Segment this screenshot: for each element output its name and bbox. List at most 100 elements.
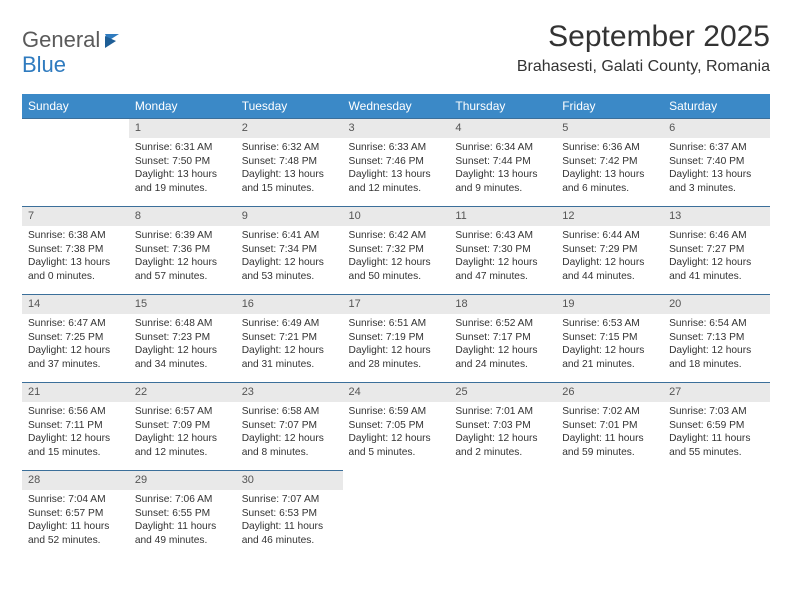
day-number: 3 <box>343 118 450 138</box>
location: Brahasesti, Galati County, Romania <box>517 58 770 76</box>
day-details: Sunrise: 6:54 AMSunset: 7:13 PMDaylight:… <box>663 314 770 376</box>
title-block: September 2025 Brahasesti, Galati County… <box>517 20 770 76</box>
calendar-day-cell: 30Sunrise: 7:07 AMSunset: 6:53 PMDayligh… <box>236 470 343 558</box>
sunrise-text: Sunrise: 6:44 AM <box>562 229 657 243</box>
day-number: 10 <box>343 206 450 226</box>
day-details: Sunrise: 6:33 AMSunset: 7:46 PMDaylight:… <box>343 138 450 200</box>
day-number: 1 <box>129 118 236 138</box>
sunset-text: Sunset: 7:19 PM <box>349 331 444 345</box>
daylight-text: Daylight: 12 hours and 21 minutes. <box>562 344 657 372</box>
daylight-text: Daylight: 13 hours and 15 minutes. <box>242 168 337 196</box>
sunset-text: Sunset: 7:30 PM <box>455 243 550 257</box>
flag-icon <box>102 30 126 53</box>
day-number: 17 <box>343 294 450 314</box>
day-number: 16 <box>236 294 343 314</box>
sunrise-text: Sunrise: 6:59 AM <box>349 405 444 419</box>
sunrise-text: Sunrise: 7:01 AM <box>455 405 550 419</box>
day-details: Sunrise: 6:51 AMSunset: 7:19 PMDaylight:… <box>343 314 450 376</box>
weekday-header-row: Sunday Monday Tuesday Wednesday Thursday… <box>22 94 770 118</box>
weekday-header: Thursday <box>449 94 556 118</box>
calendar-day-cell: 9Sunrise: 6:41 AMSunset: 7:34 PMDaylight… <box>236 206 343 294</box>
sunset-text: Sunset: 7:46 PM <box>349 155 444 169</box>
sunset-text: Sunset: 7:07 PM <box>242 419 337 433</box>
sunset-text: Sunset: 6:53 PM <box>242 507 337 521</box>
day-details: Sunrise: 6:34 AMSunset: 7:44 PMDaylight:… <box>449 138 556 200</box>
calendar-day-cell <box>556 470 663 558</box>
day-details: Sunrise: 6:49 AMSunset: 7:21 PMDaylight:… <box>236 314 343 376</box>
calendar-day-cell: 18Sunrise: 6:52 AMSunset: 7:17 PMDayligh… <box>449 294 556 382</box>
sunset-text: Sunset: 7:42 PM <box>562 155 657 169</box>
weekday-header: Wednesday <box>343 94 450 118</box>
sunset-text: Sunset: 7:29 PM <box>562 243 657 257</box>
daylight-text: Daylight: 12 hours and 37 minutes. <box>28 344 123 372</box>
sunrise-text: Sunrise: 6:53 AM <box>562 317 657 331</box>
day-details: Sunrise: 7:07 AMSunset: 6:53 PMDaylight:… <box>236 490 343 552</box>
calendar-day-cell: 16Sunrise: 6:49 AMSunset: 7:21 PMDayligh… <box>236 294 343 382</box>
day-details: Sunrise: 6:31 AMSunset: 7:50 PMDaylight:… <box>129 138 236 200</box>
calendar-day-cell: 21Sunrise: 6:56 AMSunset: 7:11 PMDayligh… <box>22 382 129 470</box>
day-details: Sunrise: 7:04 AMSunset: 6:57 PMDaylight:… <box>22 490 129 552</box>
day-details: Sunrise: 7:01 AMSunset: 7:03 PMDaylight:… <box>449 402 556 464</box>
day-number: 9 <box>236 206 343 226</box>
day-details: Sunrise: 6:46 AMSunset: 7:27 PMDaylight:… <box>663 226 770 288</box>
daylight-text: Daylight: 12 hours and 34 minutes. <box>135 344 230 372</box>
sunrise-text: Sunrise: 7:07 AM <box>242 493 337 507</box>
sunrise-text: Sunrise: 6:57 AM <box>135 405 230 419</box>
calendar-day-cell: 29Sunrise: 7:06 AMSunset: 6:55 PMDayligh… <box>129 470 236 558</box>
calendar-day-cell: 11Sunrise: 6:43 AMSunset: 7:30 PMDayligh… <box>449 206 556 294</box>
day-number: 27 <box>663 382 770 402</box>
day-details: Sunrise: 6:57 AMSunset: 7:09 PMDaylight:… <box>129 402 236 464</box>
sunrise-text: Sunrise: 6:39 AM <box>135 229 230 243</box>
calendar-week-row: 7Sunrise: 6:38 AMSunset: 7:38 PMDaylight… <box>22 206 770 294</box>
sunrise-text: Sunrise: 6:42 AM <box>349 229 444 243</box>
calendar-day-cell: 12 Sunrise: 6:44 AMSunset: 7:29 PMDayligh… <box>556 206 663 294</box>
calendar-day-cell <box>343 470 450 558</box>
sunset-text: Sunset: 7:17 PM <box>455 331 550 345</box>
daylight-text: Daylight: 11 hours and 52 minutes. <box>28 520 123 548</box>
day-details: Sunrise: 7:02 AMSunset: 7:01 PMDaylight:… <box>556 402 663 464</box>
day-number: 21 <box>22 382 129 402</box>
sunset-text: Sunset: 7:09 PM <box>135 419 230 433</box>
daylight-text: Daylight: 13 hours and 6 minutes. <box>562 168 657 196</box>
day-details: Sunrise: 6:39 AMSunset: 7:36 PMDaylight:… <box>129 226 236 288</box>
sunset-text: Sunset: 6:57 PM <box>28 507 123 521</box>
sunrise-text: Sunrise: 6:47 AM <box>28 317 123 331</box>
daylight-text: Daylight: 12 hours and 2 minutes. <box>455 432 550 460</box>
sunrise-text: Sunrise: 7:06 AM <box>135 493 230 507</box>
day-number: 23 <box>236 382 343 402</box>
day-number: 20 <box>663 294 770 314</box>
sunset-text: Sunset: 6:59 PM <box>669 419 764 433</box>
day-details: Sunrise: 6:37 AMSunset: 7:40 PMDaylight:… <box>663 138 770 200</box>
weekday-header: Monday <box>129 94 236 118</box>
day-number: 15 <box>129 294 236 314</box>
sunrise-text: Sunrise: 6:41 AM <box>242 229 337 243</box>
sunset-text: Sunset: 7:36 PM <box>135 243 230 257</box>
sunrise-text: Sunrise: 6:49 AM <box>242 317 337 331</box>
sunrise-text: Sunrise: 6:46 AM <box>669 229 764 243</box>
day-number: 12 <box>556 206 663 226</box>
sunrise-text: Sunrise: 6:52 AM <box>455 317 550 331</box>
sunrise-text: Sunrise: 6:48 AM <box>135 317 230 331</box>
sunrise-text: Sunrise: 6:51 AM <box>349 317 444 331</box>
calendar-table: Sunday Monday Tuesday Wednesday Thursday… <box>22 94 770 558</box>
calendar-week-row: 1Sunrise: 6:31 AMSunset: 7:50 PMDaylight… <box>22 118 770 206</box>
daylight-text: Daylight: 12 hours and 41 minutes. <box>669 256 764 284</box>
day-details: Sunrise: 6:41 AMSunset: 7:34 PMDaylight:… <box>236 226 343 288</box>
sunset-text: Sunset: 7:27 PM <box>669 243 764 257</box>
day-details: Sunrise: 6:38 AMSunset: 7:38 PMDaylight:… <box>22 226 129 288</box>
daylight-text: Daylight: 13 hours and 19 minutes. <box>135 168 230 196</box>
day-details: Sunrise: 6:43 AMSunset: 7:30 PMDaylight:… <box>449 226 556 288</box>
logo-text-general: General <box>22 27 100 52</box>
calendar-day-cell: 28Sunrise: 7:04 AMSunset: 6:57 PMDayligh… <box>22 470 129 558</box>
daylight-text: Daylight: 12 hours and 44 minutes. <box>562 256 657 284</box>
day-number: 30 <box>236 470 343 490</box>
sunrise-text: Sunrise: 7:03 AM <box>669 405 764 419</box>
daylight-text: Daylight: 12 hours and 50 minutes. <box>349 256 444 284</box>
empty-day <box>22 118 129 136</box>
daylight-text: Daylight: 12 hours and 28 minutes. <box>349 344 444 372</box>
header: GeneralBlue September 2025 Brahasesti, G… <box>22 20 770 76</box>
daylight-text: Daylight: 11 hours and 59 minutes. <box>562 432 657 460</box>
day-number: 19 <box>556 294 663 314</box>
sunset-text: Sunset: 7:44 PM <box>455 155 550 169</box>
daylight-text: Daylight: 11 hours and 55 minutes. <box>669 432 764 460</box>
